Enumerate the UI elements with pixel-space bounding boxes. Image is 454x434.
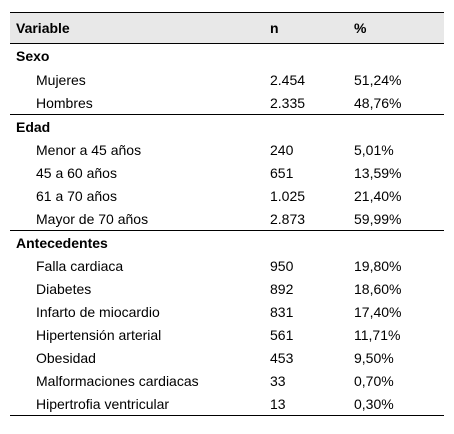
row-label: Falla cardiaca xyxy=(36,257,124,274)
row-pct: 13,59% xyxy=(354,164,402,181)
group-title: Sexo xyxy=(16,48,50,64)
row-n: 2.873 xyxy=(270,210,306,227)
group-title: Antecedentes xyxy=(10,230,444,254)
row-pct: 17,40% xyxy=(354,303,402,320)
table-row: Diabetes 892 18,60% xyxy=(10,277,444,300)
row-n: 13 xyxy=(270,392,354,416)
header-n: n xyxy=(270,20,279,36)
table-row: Falla cardiaca 950 19,80% xyxy=(10,254,444,277)
header-pct: % xyxy=(354,20,367,36)
row-pct: 18,60% xyxy=(354,280,402,297)
table-header: Variable n % xyxy=(10,12,444,44)
table-row: Mayor de 70 años 2.873 59,99% xyxy=(10,207,444,231)
row-label: Hipertensión arterial xyxy=(36,326,162,343)
row-n: 240 xyxy=(270,141,294,158)
table-row: Infarto de miocardio 831 17,40% xyxy=(10,300,444,323)
row-pct: 0,30% xyxy=(354,392,444,416)
table-body: Sexo Mujeres 2.454 51,24% Hombres 2.335 … xyxy=(10,44,444,416)
row-label: Diabetes xyxy=(36,280,92,297)
row-label: Infarto de miocardio xyxy=(36,303,160,320)
table-row: Mujeres 2.454 51,24% xyxy=(10,68,444,91)
table-row: Obesidad 453 9,50% xyxy=(10,346,444,369)
table-row: Malformaciones cardiacas 33 0,70% xyxy=(10,369,444,392)
row-pct: 11,71% xyxy=(354,326,401,343)
group-title: Edad xyxy=(10,114,444,138)
group-row-sexo: Sexo xyxy=(10,44,444,69)
table-row: 45 a 60 años 651 13,59% xyxy=(10,161,444,184)
row-n: 651 xyxy=(270,164,294,181)
row-pct: 48,76% xyxy=(354,94,402,111)
row-pct: 9,50% xyxy=(354,349,394,366)
group-row-antecedentes: Antecedentes xyxy=(10,230,444,254)
row-n: 561 xyxy=(270,326,294,343)
row-label: Obesidad xyxy=(36,349,96,366)
row-n: 831 xyxy=(270,303,294,320)
row-label: Mayor de 70 años xyxy=(36,210,149,227)
row-label: Mujeres xyxy=(36,71,86,88)
row-pct: 5,01% xyxy=(354,141,394,158)
group-row-edad: Edad xyxy=(10,114,444,138)
row-pct: 0,70% xyxy=(354,372,394,389)
header-row: Variable n % xyxy=(10,12,444,44)
row-n: 453 xyxy=(270,349,294,366)
row-n: 892 xyxy=(270,280,294,297)
row-pct: 19,80% xyxy=(354,257,402,274)
row-label: Hombres xyxy=(36,94,93,111)
table-row: Hipertensión arterial 561 11,71% xyxy=(10,323,444,346)
row-label: Hipertrofia ventricular xyxy=(10,392,270,416)
row-label: Menor a 45 años xyxy=(36,141,142,158)
row-n: 2.335 xyxy=(270,94,306,111)
row-n: 1.025 xyxy=(270,187,306,204)
row-n: 33 xyxy=(270,372,286,389)
row-pct: 51,24% xyxy=(354,71,402,88)
data-table-container: Variable n % Sexo Mujeres 2.454 51,24% H… xyxy=(10,12,444,416)
table-row: Menor a 45 años 240 5,01% xyxy=(10,138,444,161)
row-n: 2.454 xyxy=(270,71,306,88)
row-pct: 59,99% xyxy=(354,210,402,227)
row-label: 61 a 70 años xyxy=(36,187,117,204)
row-label: Malformaciones cardiacas xyxy=(36,372,199,389)
table-row: Hombres 2.335 48,76% xyxy=(10,91,444,115)
table-row: 61 a 70 años 1.025 21,40% xyxy=(10,184,444,207)
data-table: Variable n % Sexo Mujeres 2.454 51,24% H… xyxy=(10,12,444,416)
row-pct: 21,40% xyxy=(354,187,402,204)
table-row: Hipertrofia ventricular 13 0,30% xyxy=(10,392,444,416)
header-variable: Variable xyxy=(16,20,70,36)
row-label: 45 a 60 años xyxy=(36,164,117,181)
row-n: 950 xyxy=(270,257,294,274)
